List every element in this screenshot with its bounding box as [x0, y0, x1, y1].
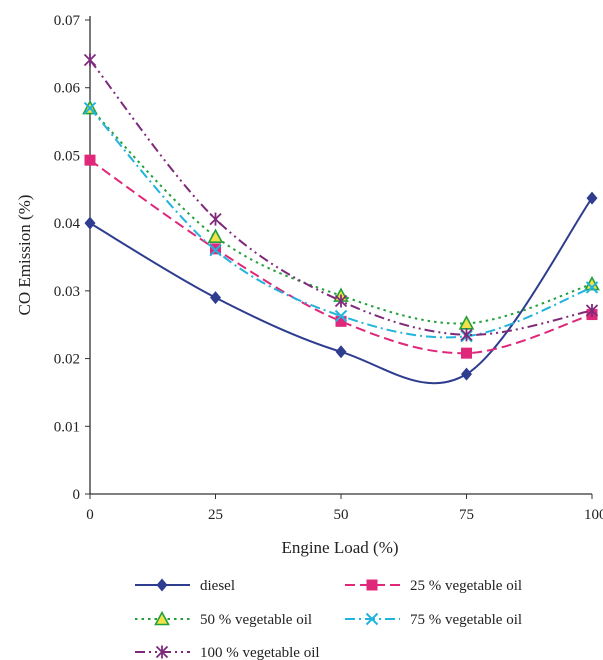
- axes: [89, 16, 592, 495]
- data-point: [83, 53, 97, 67]
- marker-stroke: [585, 281, 599, 294]
- legend-label: 50 % vegetable oil: [200, 612, 312, 628]
- y-tick-label: 0.05: [54, 148, 80, 164]
- marker-stroke: [209, 244, 222, 257]
- x-tick-label: 75: [459, 507, 474, 523]
- legend-marker: [365, 612, 379, 626]
- x-tick-label: 50: [334, 507, 349, 523]
- data-point: [83, 101, 97, 115]
- series-1: [84, 191, 598, 385]
- data-point: [585, 303, 599, 317]
- legend-item: 100 % vegetable oil: [135, 645, 320, 660]
- x-tick-label: 0: [86, 507, 94, 523]
- data-point: [210, 291, 221, 305]
- legend-item: 50 % vegetable oil: [135, 610, 312, 628]
- series-layer: [82, 53, 600, 385]
- data-point: [334, 309, 348, 323]
- series-4: [83, 101, 599, 343]
- data-point: [461, 347, 472, 359]
- data-point: [209, 244, 222, 257]
- x-tick-label: 25: [208, 507, 223, 523]
- y-tick-label: 0.03: [54, 284, 80, 300]
- legend-marker: [155, 645, 169, 659]
- legend-item: diesel: [135, 578, 235, 594]
- marker-stroke: [334, 309, 348, 323]
- data-point: [209, 212, 222, 226]
- data-point: [207, 228, 224, 243]
- y-tick-label: 0: [73, 487, 81, 503]
- data-point: [460, 328, 473, 342]
- legend-marker: [154, 610, 170, 626]
- y-tick-label: 0.01: [54, 419, 80, 435]
- legend-label: 25 % vegetable oil: [410, 578, 522, 594]
- x-tick-label: 100: [584, 507, 603, 523]
- legend-item: 75 % vegetable oil: [345, 612, 522, 628]
- data-point: [334, 294, 348, 308]
- series-line: [89, 197, 593, 385]
- legend-label: 100 % vegetable oil: [200, 645, 320, 660]
- data-point: [84, 154, 96, 166]
- y-tick-label: 0.04: [54, 216, 81, 232]
- legend-marker: [366, 579, 378, 591]
- series-5: [83, 53, 599, 342]
- series-line: [89, 159, 593, 355]
- marker-stroke: [83, 101, 97, 115]
- data-point: [335, 315, 347, 327]
- y-tick-label: 0.02: [54, 352, 80, 368]
- data-point: [585, 281, 599, 294]
- marker-stroke: [365, 612, 379, 626]
- tick-labels: 0 0.01 0.02 0.03 0.04 0.05 0.06 0.07 0 25 50 75 100: [54, 13, 603, 523]
- data-point: [84, 216, 96, 230]
- legend-item: 25 % vegetable oil: [345, 578, 522, 594]
- data-point: [586, 191, 598, 205]
- y-tick-label: 0.07: [54, 13, 81, 29]
- y-axis-title: CO Emission (%): [15, 195, 34, 316]
- legend-marker: [156, 578, 168, 592]
- series-line: [89, 59, 593, 336]
- data-point: [461, 367, 472, 381]
- x-axis-title: Engine Load (%): [281, 538, 398, 557]
- legend: diesel 25 % vegetable oil 50 % vegetable o…: [135, 578, 522, 660]
- series-line: [89, 107, 593, 339]
- legend-label: diesel: [200, 578, 235, 594]
- legend-label: 75 % vegetable oil: [410, 612, 522, 628]
- data-point: [335, 345, 347, 359]
- y-tick-label: 0.06: [54, 81, 81, 97]
